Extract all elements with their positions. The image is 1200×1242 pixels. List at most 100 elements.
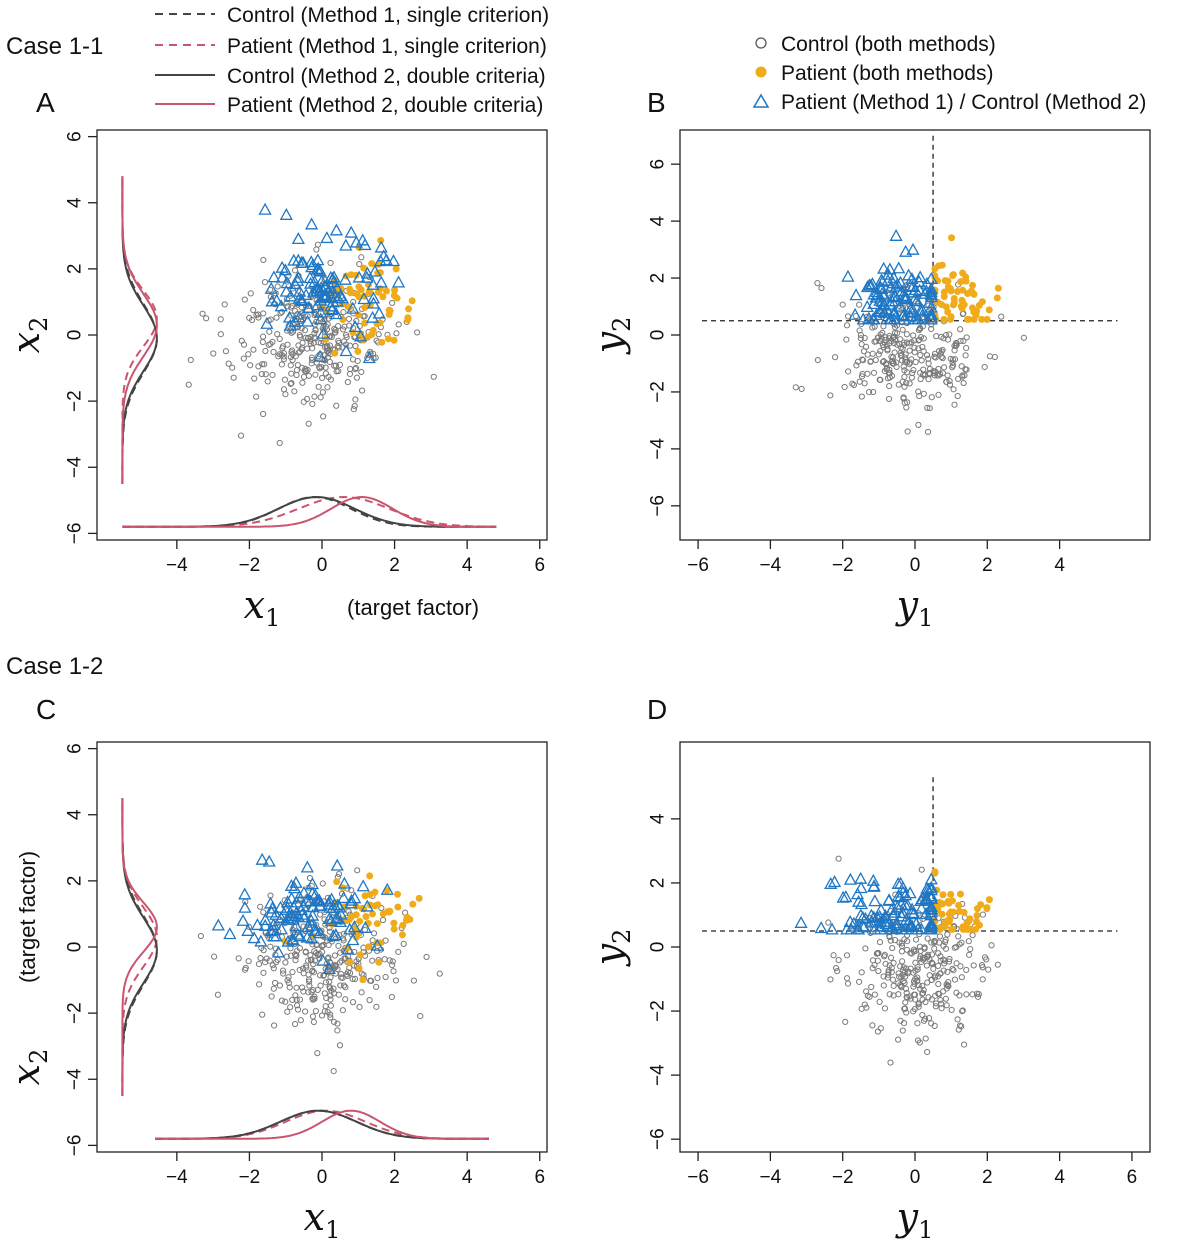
legend-lines: Control (Method 1, single criterion) Pat… <box>155 4 549 117</box>
patient-point <box>958 304 966 312</box>
control-point <box>931 353 938 360</box>
control-point <box>282 959 289 966</box>
control-point <box>247 290 254 297</box>
control-point <box>832 964 840 972</box>
switch-point <box>310 298 324 311</box>
switch-point <box>270 293 284 306</box>
panel-b-xtick-label: −4 <box>760 555 782 576</box>
switch-point <box>313 263 327 276</box>
control-point <box>306 982 313 989</box>
control-point <box>954 1016 961 1023</box>
control-point <box>932 1000 940 1007</box>
control-point <box>899 972 906 979</box>
control-point <box>393 330 400 337</box>
control-point <box>299 379 306 386</box>
control-point <box>953 943 960 951</box>
control-point <box>248 316 256 324</box>
panel-a-ytick-label: 6 <box>65 131 86 142</box>
panel-d-xtick-label: 6 <box>1127 1167 1138 1188</box>
switch-point <box>310 284 324 297</box>
control-point <box>322 979 330 986</box>
control-point <box>335 870 343 878</box>
control-point <box>358 989 365 996</box>
switch-point <box>922 295 936 308</box>
control-point <box>915 421 922 428</box>
control-point <box>898 940 905 947</box>
patient-point <box>373 920 381 928</box>
control-point <box>266 328 273 335</box>
control-point <box>912 358 919 366</box>
switch-point <box>344 225 358 238</box>
control-point <box>831 354 839 361</box>
control-point <box>900 339 908 346</box>
control-point <box>843 336 850 343</box>
patient-point <box>391 286 399 294</box>
control-point <box>947 355 954 362</box>
control-point <box>967 945 974 953</box>
panel-d: −6 −4 −2 0 2 4 6 −6 −4 −2 0 2 4 y1 y2 <box>587 777 1137 1242</box>
switch-point <box>875 274 890 287</box>
control-point <box>877 376 884 383</box>
patient-point <box>361 319 369 327</box>
control-point <box>314 986 321 994</box>
control-point <box>240 355 247 362</box>
control-point <box>294 361 301 369</box>
switch-point <box>265 294 279 307</box>
panel-d-xtick-label: 4 <box>1054 1167 1065 1188</box>
control-point <box>332 362 339 369</box>
switch-point <box>315 274 329 287</box>
control-point <box>430 373 437 380</box>
control-point <box>203 315 210 322</box>
control-point <box>267 293 274 301</box>
control-point <box>253 393 260 400</box>
control-point <box>332 962 339 969</box>
control-point <box>337 974 345 981</box>
switch-point <box>341 942 355 955</box>
legend-label-patient-m2: Patient (Method 2, double criteria) <box>227 94 543 117</box>
control-point <box>305 989 312 996</box>
switch-point <box>291 270 305 283</box>
control-point <box>225 360 232 367</box>
density-y-patient-m1 <box>121 798 158 1096</box>
panel-c-ylabel: x2 <box>4 1049 53 1086</box>
switch-point <box>896 308 910 321</box>
panel-c-xtick-label: 2 <box>389 1167 400 1188</box>
switch-point <box>250 918 265 931</box>
control-point <box>349 975 356 982</box>
control-point <box>301 327 309 334</box>
switch-point <box>854 881 868 894</box>
patient-point <box>394 903 402 911</box>
panel-a-xtick-label: 0 <box>317 555 328 576</box>
panel-b-ytick-label: −2 <box>648 381 669 403</box>
panel-b: −6 −4 −2 0 2 4 −6 −4 −2 0 2 4 6 y1 y2 <box>587 135 1118 632</box>
switch-point <box>924 900 938 913</box>
patient-point <box>386 307 394 315</box>
control-point <box>856 978 863 985</box>
control-point <box>284 341 291 348</box>
control-point <box>935 980 942 988</box>
patient-point <box>947 287 955 295</box>
control-point <box>305 971 312 978</box>
control-point <box>410 977 418 984</box>
switch-point <box>348 891 362 904</box>
switch-point <box>906 280 920 293</box>
control-point <box>856 301 863 308</box>
panel-d-ytick-label: 2 <box>648 878 669 889</box>
switch-point <box>287 881 302 894</box>
control-point <box>320 941 327 949</box>
control-point <box>276 439 283 447</box>
switch-point <box>279 284 293 297</box>
control-point <box>962 352 969 359</box>
control-point <box>317 339 324 347</box>
control-point <box>953 960 960 967</box>
patient-point <box>973 905 981 913</box>
control-point <box>310 969 317 976</box>
patient-point <box>967 925 975 933</box>
control-point <box>944 931 951 938</box>
panel-a-ylabel: x2 <box>4 317 53 354</box>
panel-c-ytick-label: 0 <box>65 942 86 953</box>
switch-point <box>322 962 336 975</box>
control-point <box>279 967 287 974</box>
control-point <box>299 364 306 371</box>
control-point <box>942 945 950 952</box>
